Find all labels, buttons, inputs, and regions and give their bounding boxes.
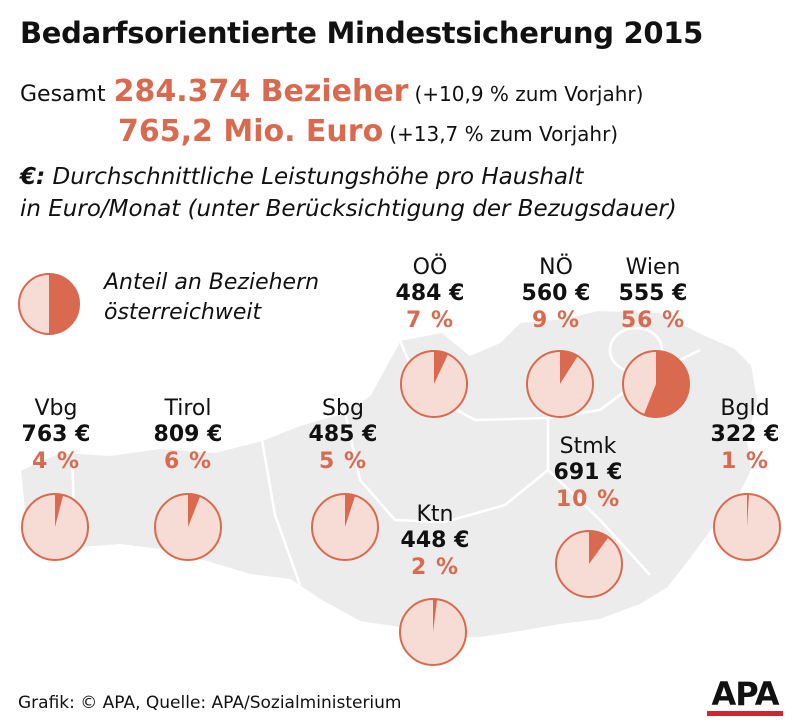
state-share: 1 % xyxy=(720,448,769,474)
note-line-2: in Euro/Monat (unter Berücksichtigung de… xyxy=(20,195,677,222)
note-line-1: Durchschnittliche Leistungshöhe pro Haus… xyxy=(52,164,584,190)
state-name: Tirol xyxy=(164,396,212,421)
euro-symbol: €: xyxy=(20,164,46,190)
chart-svg xyxy=(18,273,781,666)
pie-slice xyxy=(589,531,609,564)
apa-logo-bar xyxy=(707,711,783,716)
state-amount: 763 € xyxy=(21,422,91,448)
state-name: Ktn xyxy=(416,502,454,527)
state-share: 7 % xyxy=(405,307,454,333)
state-amount: 560 € xyxy=(521,281,591,307)
state-name: Wien xyxy=(625,255,681,280)
legend-line-1: Anteil an Beziehern xyxy=(104,270,320,295)
state-label-sbg: Sbg 485 € 5 % xyxy=(283,396,403,475)
legend-line-2: österreichweit xyxy=(104,299,262,325)
state-share: 5 % xyxy=(318,448,367,474)
cost-value: 765,2 Mio. Euro xyxy=(118,114,384,149)
state-amount: 448 € xyxy=(400,528,470,554)
state-share: 2 % xyxy=(410,554,459,580)
state-amount: 691 € xyxy=(553,460,623,486)
pie-slice xyxy=(434,351,449,384)
total-cost-row: 765,2 Mio. Euro (+13,7 % zum Vorjahr) xyxy=(110,114,618,149)
state-amount: 484 € xyxy=(395,281,465,307)
recipients-value: 284.374 Bezieher xyxy=(113,74,409,109)
state-amount: 322 € xyxy=(710,422,780,448)
pie-slice xyxy=(345,494,356,527)
pie-slice xyxy=(747,494,750,527)
state-amount: 485 € xyxy=(308,422,378,448)
apa-logo-text: APA xyxy=(711,675,779,713)
state-label-tirol: Tirol 809 € 6 % xyxy=(128,396,248,475)
chart-title: Bedarfsorientierte Mindestsicherung 2015 xyxy=(20,16,704,50)
state-name: OÖ xyxy=(412,255,448,280)
apa-logo: APA xyxy=(701,677,789,717)
total-label: Gesamt xyxy=(20,82,106,107)
pie-slice xyxy=(55,494,64,527)
pie-slice xyxy=(560,351,578,384)
legend-pie xyxy=(18,273,80,335)
state-label-vbg: Vbg 763 € 4 % xyxy=(0,396,116,475)
state-amount: 809 € xyxy=(153,422,223,448)
state-label-bgld: Bgld 322 € 1 % xyxy=(685,396,800,475)
state-share: 4 % xyxy=(31,448,80,474)
state-label-stmk: Stmk 691 € 10 % xyxy=(528,434,648,513)
state-name: Vbg xyxy=(34,396,78,421)
state-name: Stmk xyxy=(559,434,617,459)
legend-pie-slice xyxy=(49,274,79,334)
state-label-noe: NÖ 560 € 9 % xyxy=(496,255,616,334)
recipients-change: (+10,9 % zum Vorjahr) xyxy=(414,82,644,106)
state-share: 56 % xyxy=(620,307,686,333)
state-amount: 555 € xyxy=(618,281,688,307)
state-label-wien: Wien 555 € 56 % xyxy=(593,255,713,334)
state-share: 6 % xyxy=(163,448,212,474)
total-recipients-row: Gesamt 284.374 Bezieher (+10,9 % zum Vorja… xyxy=(20,74,643,109)
state-name: Sbg xyxy=(322,396,364,421)
pie-group xyxy=(21,350,781,666)
source-credit: Grafik: © APA, Quelle: APA/Sozialministe… xyxy=(18,693,402,713)
pie-slice xyxy=(433,599,438,632)
state-share: 9 % xyxy=(531,307,580,333)
pie-slice xyxy=(188,494,201,527)
state-label-ktn: Ktn 448 € 2 % xyxy=(375,502,495,581)
state-share: 10 % xyxy=(555,486,621,512)
pie-slice xyxy=(643,351,690,417)
state-name: NÖ xyxy=(539,255,573,280)
state-label-ooe: OÖ 484 € 7 % xyxy=(370,255,490,334)
state-name: Bgld xyxy=(720,396,770,421)
cost-change: (+13,7 % zum Vorjahr) xyxy=(389,122,619,146)
legend-label: Anteil an Beziehern österreichweit xyxy=(104,268,319,328)
amount-note: €: Durchschnittliche Leistungshöhe pro H… xyxy=(20,162,720,225)
